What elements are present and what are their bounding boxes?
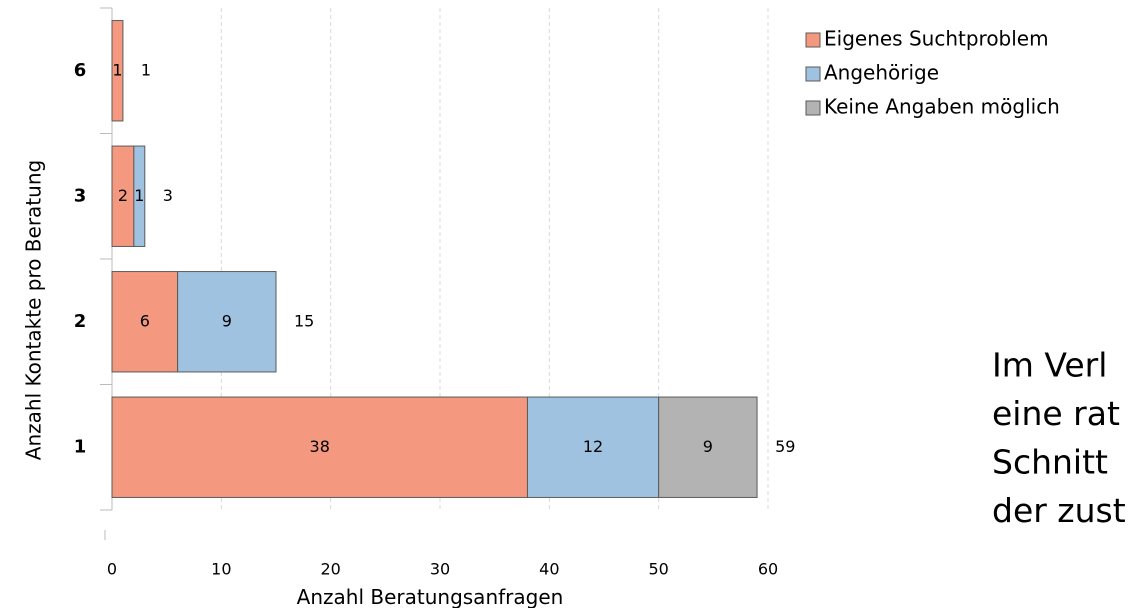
total-label: 3 <box>163 186 173 205</box>
bar-segment <box>658 396 758 498</box>
total-label: 59 <box>775 437 795 456</box>
y-tick-label: 6 <box>74 60 87 81</box>
x-tick-label: 50 <box>648 560 668 579</box>
x-axis-title: Anzahl Beratungsanfragen <box>297 585 564 608</box>
bar-segment <box>526 396 660 498</box>
y-axis-title: Anzahl Kontakte pro Beratung <box>22 160 46 460</box>
x-tick-label: 0 <box>107 560 117 579</box>
legend-label: Keine Angaben möglich <box>824 95 1060 119</box>
segment-label: 9 <box>703 437 713 456</box>
total-label: 15 <box>294 311 314 330</box>
y-tick-label: 1 <box>74 436 87 457</box>
legend-swatch <box>805 32 821 48</box>
legend-label: Angehörige <box>824 61 939 85</box>
total-label: 1 <box>141 60 151 79</box>
y-tick-label: 2 <box>74 311 87 332</box>
x-tick-label: 20 <box>320 560 340 579</box>
side-text: Schnitt <box>992 443 1108 482</box>
segment-label: 12 <box>583 437 603 456</box>
legend-swatch <box>805 66 821 82</box>
segment-label: 38 <box>310 437 330 456</box>
x-tick-label: 30 <box>430 560 450 579</box>
x-tick-label: 40 <box>539 560 559 579</box>
bar-segment <box>111 396 528 498</box>
side-text: Im Verl <box>992 346 1107 385</box>
segment-label: 1 <box>134 186 144 205</box>
legend-label: Eigenes Suchtproblem <box>824 27 1049 51</box>
side-text: der zust <box>992 491 1126 530</box>
segment-label: 9 <box>222 311 232 330</box>
x-tick-label: 10 <box>211 560 231 579</box>
x-tick-label: 60 <box>758 560 778 579</box>
legend-swatch <box>805 100 821 116</box>
segment-label: 6 <box>140 311 150 330</box>
segment-label: 1 <box>112 60 122 79</box>
side-text: eine rat <box>992 394 1120 433</box>
bar-segment <box>111 271 179 373</box>
y-tick-label: 3 <box>74 185 87 206</box>
segment-label: 2 <box>118 186 128 205</box>
bar-segment <box>111 20 124 122</box>
bar-segment <box>177 271 277 373</box>
bar-segment <box>133 145 146 247</box>
